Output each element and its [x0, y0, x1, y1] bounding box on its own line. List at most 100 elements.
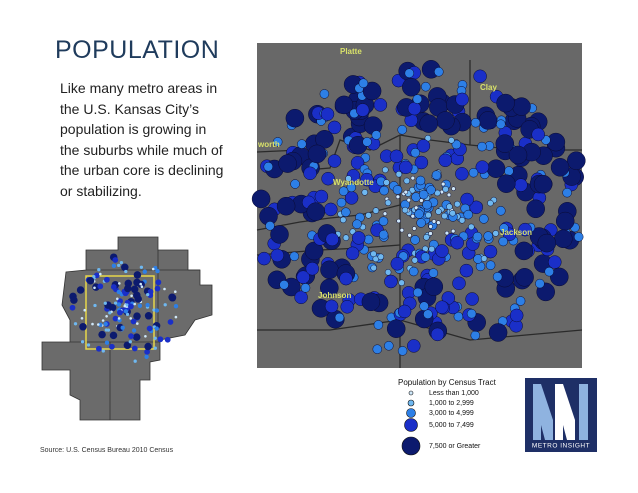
- tract-dot: [450, 228, 456, 234]
- tract-dot: [535, 278, 545, 289]
- tract-dot: [372, 344, 383, 354]
- tract-dot: [365, 212, 372, 219]
- tract-dot: [414, 209, 424, 219]
- tract-dot: [139, 265, 144, 269]
- tract-dot: [401, 206, 409, 214]
- tract-dot: [146, 292, 150, 297]
- tract-dot: [104, 276, 110, 283]
- tract-dot: [436, 111, 455, 130]
- tract-dot: [477, 141, 487, 152]
- tract-dot: [449, 209, 456, 217]
- tract-dot: [144, 312, 153, 320]
- tract-dot: [452, 276, 466, 291]
- tract-dot: [361, 292, 381, 312]
- tract-dot: [373, 98, 388, 112]
- tract-dot: [486, 159, 506, 178]
- tract-dot: [470, 117, 481, 128]
- tract-dot: [151, 267, 155, 271]
- tract-dot: [93, 286, 96, 290]
- county-label: Clay: [480, 83, 497, 92]
- tract-dot: [91, 322, 94, 326]
- tract-dot: [155, 279, 162, 286]
- county-label: worth: [257, 140, 280, 149]
- tract-dot: [397, 304, 412, 319]
- tract-dot: [315, 130, 334, 149]
- tract-dot: [112, 257, 119, 263]
- tract-dot: [319, 89, 330, 99]
- tract-dot: [340, 300, 354, 314]
- tract-dot: [128, 333, 134, 339]
- tract-dot: [140, 285, 144, 289]
- tract-dot: [324, 202, 338, 217]
- tract-dot: [362, 81, 382, 101]
- tract-dot: [345, 246, 360, 261]
- tract-dot: [415, 175, 426, 186]
- tract-dot: [69, 304, 76, 311]
- tract-dot: [410, 175, 416, 181]
- tract-dot: [384, 274, 398, 289]
- tract-dot: [320, 260, 339, 280]
- tract-dot: [435, 208, 442, 215]
- tract-dot: [412, 226, 417, 231]
- tract-dot: [514, 241, 534, 261]
- tract-dot: [428, 224, 433, 229]
- tract-dot: [130, 285, 139, 294]
- legend-label: 7,500 or Greater: [429, 443, 481, 450]
- tract-dot: [548, 255, 562, 269]
- tract-dot: [174, 315, 178, 319]
- tract-dot: [133, 271, 142, 279]
- tract-dot: [410, 147, 421, 158]
- tract-dot: [424, 277, 444, 296]
- tract-dot: [133, 312, 141, 320]
- tract-dot: [398, 279, 405, 287]
- tract-dot: [377, 253, 385, 261]
- description: Like many metro areas in the U.S. Kansas …: [60, 78, 250, 201]
- tract-dot: [431, 219, 437, 224]
- tract-dot: [390, 257, 405, 271]
- tract-dot: [395, 194, 401, 200]
- tract-dot: [117, 263, 121, 268]
- tract-dot: [300, 283, 311, 293]
- tract-dot: [518, 222, 532, 237]
- tract-dot: [290, 179, 300, 189]
- tract-dot: [431, 170, 442, 180]
- tract-dot: [327, 154, 342, 168]
- tract-dot: [515, 296, 526, 306]
- tract-dot: [412, 94, 423, 104]
- tract-dot: [101, 349, 105, 353]
- tract-dot: [384, 199, 392, 207]
- tract-dot: [157, 336, 164, 343]
- tract-dot: [155, 268, 160, 274]
- tract-dot: [154, 308, 160, 313]
- tract-dot: [345, 175, 352, 182]
- tract-dot: [407, 339, 421, 353]
- tract-dot: [163, 287, 166, 291]
- tract-dot: [79, 323, 87, 331]
- tract-dot: [379, 185, 389, 196]
- tract-dot: [406, 197, 412, 203]
- tract-dot: [297, 139, 307, 149]
- tract-dot: [136, 322, 139, 325]
- tract-dot: [314, 189, 329, 204]
- tract-dot: [436, 220, 441, 225]
- tract-dot: [360, 172, 374, 187]
- tract-dot: [473, 69, 487, 84]
- tract-dot: [76, 286, 85, 294]
- county-label: Wyandotte: [333, 178, 374, 187]
- tract-dot: [440, 181, 446, 187]
- tract-dot: [384, 269, 392, 276]
- tract-dot: [116, 289, 121, 295]
- tract-dot: [117, 309, 123, 316]
- tract-dot: [389, 149, 404, 164]
- tract-dot: [120, 325, 125, 330]
- tract-dot: [131, 345, 138, 352]
- tract-dot: [514, 178, 528, 192]
- tract-dot: [109, 343, 115, 350]
- tract-dot: [142, 269, 147, 274]
- tract-dot: [129, 317, 132, 320]
- tract-dot: [567, 151, 586, 170]
- tract-dot: [144, 349, 150, 355]
- tract-dot: [421, 81, 431, 92]
- tract-dot: [448, 137, 455, 144]
- tract-dot: [131, 328, 137, 333]
